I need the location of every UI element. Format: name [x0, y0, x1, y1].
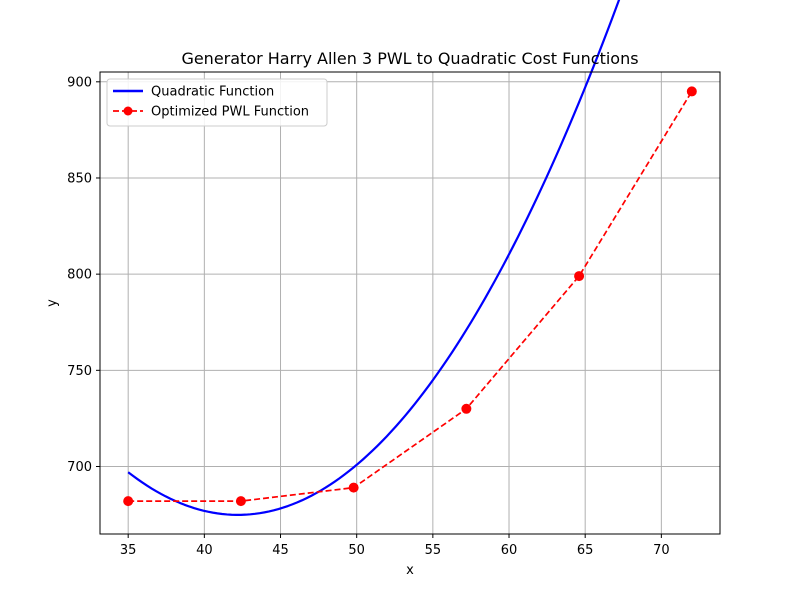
y-axis-label: y [45, 299, 60, 307]
legend-pwl-label: Optimized PWL Function [151, 105, 309, 120]
ticks: 35 40 45 50 55 60 65 70 700 750 800 850 900 [67, 75, 669, 558]
series-layer [123, 0, 697, 516]
pwl-breakpoint-marker [461, 403, 472, 414]
y-tick-label: 750 [67, 364, 92, 379]
x-tick-label: 35 [120, 543, 137, 558]
x-tick-label: 60 [501, 543, 518, 558]
y-tick-label: 800 [67, 268, 92, 283]
pwl-function-line [128, 90, 693, 502]
pwl-breakpoint-marker [235, 496, 246, 507]
legend-quadratic-label: Quadratic Function [151, 85, 274, 100]
x-axis-label: x [406, 563, 414, 578]
quadratic-function-line [127, 0, 621, 516]
x-tick-label: 50 [348, 543, 365, 558]
pwl-breakpoint-marker [574, 271, 585, 282]
x-tick-label: 70 [653, 543, 670, 558]
pwl-breakpoint-marker [348, 482, 359, 493]
chart-title: Generator Harry Allen 3 PWL to Quadratic… [181, 49, 638, 68]
y-tick-label: 850 [67, 171, 92, 186]
x-tick-label: 45 [272, 543, 289, 558]
pwl-breakpoint-marker [123, 496, 134, 507]
legend: Quadratic Function Optimized PWL Functio… [106, 78, 328, 127]
legend-pwl-marker [123, 106, 133, 116]
legend-box [106, 78, 328, 127]
plot-frame [99, 71, 721, 535]
pwl-breakpoint-marker [686, 86, 697, 97]
grid [100, 72, 720, 534]
x-tick-label: 55 [425, 543, 442, 558]
y-tick-label: 900 [67, 75, 92, 90]
x-tick-label: 65 [577, 543, 594, 558]
x-tick-label: 40 [196, 543, 213, 558]
y-tick-label: 700 [67, 460, 92, 475]
